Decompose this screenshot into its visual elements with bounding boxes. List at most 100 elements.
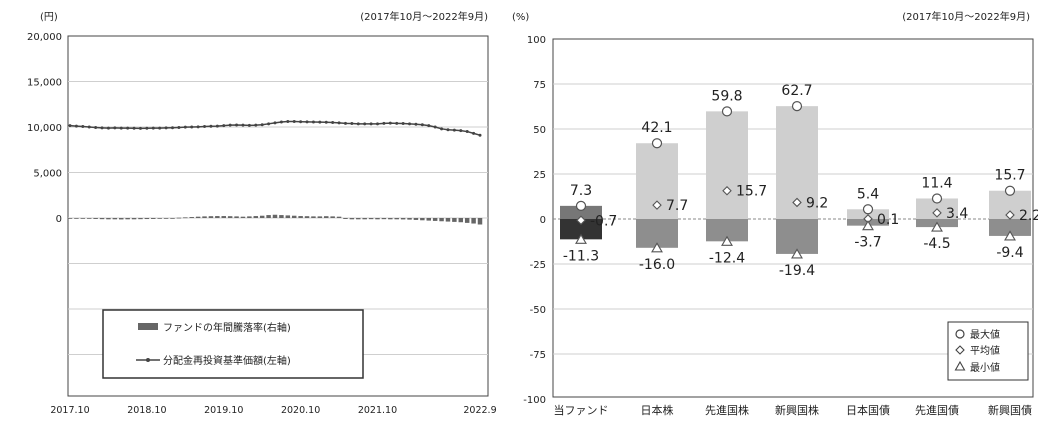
- nav-point: [209, 124, 213, 128]
- left-return-bar: [247, 216, 252, 218]
- min-value-label: -3.7: [854, 235, 881, 251]
- nav-point: [343, 121, 347, 125]
- left-plot-frame: [67, 35, 489, 397]
- legend-avg-label: 平均値: [970, 344, 1000, 357]
- right-y-tick-labels: 100 75 50 25 0 -25 -50 -75 -100: [523, 35, 546, 406]
- legend-bar-swatch: [138, 323, 158, 330]
- left-return-bar: [151, 218, 156, 219]
- left-return-bar: [106, 218, 111, 220]
- max-marker: [721, 106, 733, 117]
- nav-point: [433, 125, 437, 129]
- legend-min-icon: [954, 360, 966, 371]
- bar-negative: [989, 219, 1031, 236]
- nav-point: [113, 126, 117, 130]
- left-return-bar: [163, 218, 169, 219]
- left-return-bar: [215, 216, 220, 218]
- left-return-bar: [67, 218, 73, 219]
- nav-point: [279, 120, 283, 124]
- left-return-bar: [131, 218, 137, 220]
- category-label: 先進国債: [915, 403, 959, 417]
- left-return-bar: [74, 218, 79, 219]
- nav-point: [151, 126, 155, 130]
- left-return-bar: [234, 216, 239, 218]
- left-return-bar: [227, 216, 233, 218]
- right-value-labels: 7.3 -0.7 -11.3 42.1 7.7 -16.0 59.8 15.7 -12.4 62.…: [563, 83, 1038, 279]
- nav-point: [376, 122, 379, 126]
- min-marker: [575, 233, 587, 244]
- nav-point: [254, 123, 258, 127]
- nav-point: [119, 126, 123, 130]
- nav-point: [222, 124, 226, 128]
- avg-value-label: 15.7: [736, 184, 767, 200]
- category-label: 日本国債: [846, 403, 890, 417]
- left-y-tick-labels: 20,000 15,000 10,000 5,000 0: [27, 32, 62, 225]
- nav-point: [171, 126, 174, 130]
- nav-point: [337, 121, 341, 125]
- nav-point: [68, 124, 72, 128]
- nav-point: [408, 122, 412, 126]
- left-legend-box: [102, 309, 364, 379]
- avg-marker: [576, 215, 586, 226]
- left-return-bar: [375, 218, 380, 220]
- avg-value-label: 3.4: [946, 206, 968, 222]
- left-return-bar: [452, 218, 457, 222]
- avg-value-label: 7.7: [666, 198, 688, 214]
- nav-point: [331, 120, 335, 124]
- left-return-bar: [112, 218, 118, 220]
- left-return-bar: [138, 218, 143, 220]
- avg-marker: [792, 197, 802, 208]
- nav-point: [164, 126, 168, 130]
- right-y-tick-label: 25: [533, 170, 546, 181]
- nav-point: [472, 131, 476, 135]
- left-y-tick-label: 15,000: [27, 78, 62, 89]
- left-legend: ファンドの年間騰落率(右軸) 分配金再投資基準価額(左軸): [102, 309, 364, 379]
- left-return-bar: [99, 218, 105, 220]
- bar-negative: [560, 219, 602, 240]
- max-value-label: 59.8: [711, 88, 742, 104]
- left-return-bar: [368, 218, 374, 220]
- min-value-label: -9.4: [996, 245, 1023, 261]
- nav-point: [190, 125, 194, 129]
- avg-marker: [722, 185, 732, 196]
- category-label: 新興国株: [775, 403, 819, 417]
- nav-point: [382, 121, 386, 125]
- legend-line-marker: [146, 358, 150, 362]
- nav-point: [459, 129, 463, 133]
- right-y-tick-label: -100: [523, 395, 546, 406]
- left-return-bar: [407, 218, 412, 220]
- left-return-bar: [336, 216, 342, 218]
- legend-bar-label: ファンドの年間騰落率(右軸): [163, 321, 291, 334]
- avg-value-label: 0.1: [877, 212, 899, 228]
- left-return-bar: [388, 218, 393, 220]
- left-y-tick-label: 20,000: [27, 32, 62, 43]
- nav-point: [228, 123, 232, 127]
- max-value-label: 62.7: [781, 83, 812, 99]
- bar-negative: [706, 219, 748, 242]
- right-unit-label: (%): [512, 12, 529, 23]
- nav-point: [299, 120, 303, 124]
- max-marker: [1004, 185, 1016, 196]
- avg-marker: [652, 200, 662, 210]
- min-marker: [931, 221, 943, 232]
- left-return-bar: [471, 218, 476, 224]
- legend-max-label: 最大値: [970, 328, 1000, 341]
- left-return-bar: [298, 216, 303, 218]
- max-marker: [575, 200, 587, 211]
- left-x-tick-labels: 2017.10 2018.10 2019.10 2020.10 2021.10 2022.…: [50, 405, 496, 416]
- left-return-bar: [400, 218, 406, 220]
- nav-point: [446, 128, 450, 132]
- left-return-bar: [432, 218, 438, 221]
- left-return-bar: [394, 218, 399, 220]
- nav-point: [414, 122, 418, 126]
- left-return-bar: [176, 217, 182, 219]
- right-markers: [575, 101, 1016, 259]
- left-return-bar: [426, 218, 431, 221]
- nav-point: [132, 126, 136, 130]
- nav-point: [305, 120, 309, 124]
- min-value-label: -16.0: [639, 257, 675, 273]
- left-return-bar: [144, 218, 150, 220]
- max-marker: [791, 101, 803, 112]
- legend-max-icon: [955, 329, 965, 339]
- left-x-tick-label: 2018.10: [127, 405, 166, 416]
- right-plot-frame: [552, 38, 1034, 398]
